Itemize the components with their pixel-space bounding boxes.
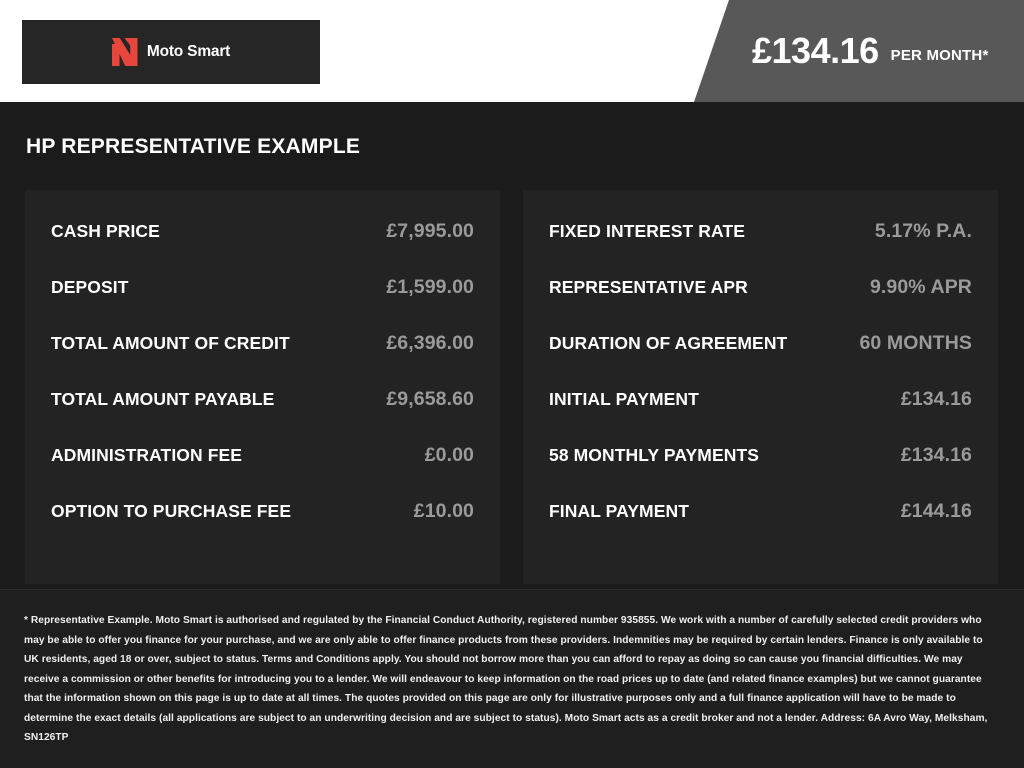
row-label: INITIAL PAYMENT [549, 389, 699, 409]
row-value: 9.90% APR [869, 276, 972, 298]
table-row: DEPOSIT £1,599.00 [51, 276, 474, 332]
disclaimer-text: * Representative Example. Moto Smart is … [24, 615, 988, 744]
row-label: DURATION OF AGREEMENT [549, 333, 788, 353]
row-value: £9,658.60 [386, 388, 474, 410]
monthly-price-period: PER MONTH* [890, 46, 989, 64]
main-content: HP REPRESENTATIVE EXAMPLE CASH PRICE £7,… [0, 102, 1024, 589]
page-header: Moto Smart £134.16 PER MONTH* [0, 0, 1024, 102]
row-value: £144.16 [900, 500, 972, 522]
brand-logo-inner: Moto Smart [111, 38, 231, 66]
row-label: OPTION TO PURCHASE FEE [51, 501, 292, 521]
table-row: FINAL PAYMENT £144.16 [549, 500, 972, 556]
monthly-price-banner: £134.16 PER MONTH* [694, 0, 1024, 102]
row-value: £0.00 [424, 444, 474, 466]
table-row: TOTAL AMOUNT OF CREDIT £6,396.00 [51, 332, 474, 388]
row-value: 5.17% P.A. [874, 220, 972, 242]
disclaimer-section: * Representative Example. Moto Smart is … [0, 589, 1024, 768]
row-label: FINAL PAYMENT [549, 501, 690, 521]
table-row: 58 MONTHLY PAYMENTS £134.16 [549, 444, 972, 500]
table-row: INITIAL PAYMENT £134.16 [549, 388, 972, 444]
row-label: REPRESENTATIVE APR [549, 277, 748, 297]
table-row: REPRESENTATIVE APR 9.90% APR [549, 276, 972, 332]
row-label: TOTAL AMOUNT PAYABLE [51, 389, 275, 409]
row-label: 58 MONTHLY PAYMENTS [549, 445, 760, 465]
brand-logo[interactable]: Moto Smart [22, 20, 320, 84]
row-value: £1,599.00 [386, 276, 474, 298]
moto-smart-m-logo-icon [111, 38, 138, 66]
row-value: 60 MONTHS [859, 332, 972, 354]
brand-name: Moto Smart [146, 43, 231, 60]
row-value: £134.16 [900, 444, 972, 466]
table-row: DURATION OF AGREEMENT 60 MONTHS [549, 332, 972, 388]
page-title: HP REPRESENTATIVE EXAMPLE [26, 135, 361, 158]
monthly-price-amount: £134.16 [752, 30, 879, 71]
table-row: CASH PRICE £7,995.00 [51, 220, 474, 276]
table-row: ADMINISTRATION FEE £0.00 [51, 444, 474, 500]
row-value: £134.16 [900, 388, 972, 410]
row-value: £6,396.00 [386, 332, 474, 354]
finance-panels: CASH PRICE £7,995.00 DEPOSIT £1,599.00 T… [25, 190, 999, 584]
row-label: ADMINISTRATION FEE [51, 445, 243, 465]
row-value: £10.00 [413, 500, 474, 522]
table-row: FIXED INTEREST RATE 5.17% P.A. [549, 220, 972, 276]
row-label: FIXED INTEREST RATE [549, 221, 746, 241]
row-value: £7,995.00 [386, 220, 474, 242]
right-finance-panel: FIXED INTEREST RATE 5.17% P.A. REPRESENT… [523, 190, 998, 584]
left-finance-panel: CASH PRICE £7,995.00 DEPOSIT £1,599.00 T… [25, 190, 500, 584]
table-row: TOTAL AMOUNT PAYABLE £9,658.60 [51, 388, 474, 444]
row-label: CASH PRICE [51, 221, 160, 241]
table-row: OPTION TO PURCHASE FEE £10.00 [51, 500, 474, 556]
row-label: DEPOSIT [51, 277, 129, 297]
row-label: TOTAL AMOUNT OF CREDIT [51, 333, 290, 353]
